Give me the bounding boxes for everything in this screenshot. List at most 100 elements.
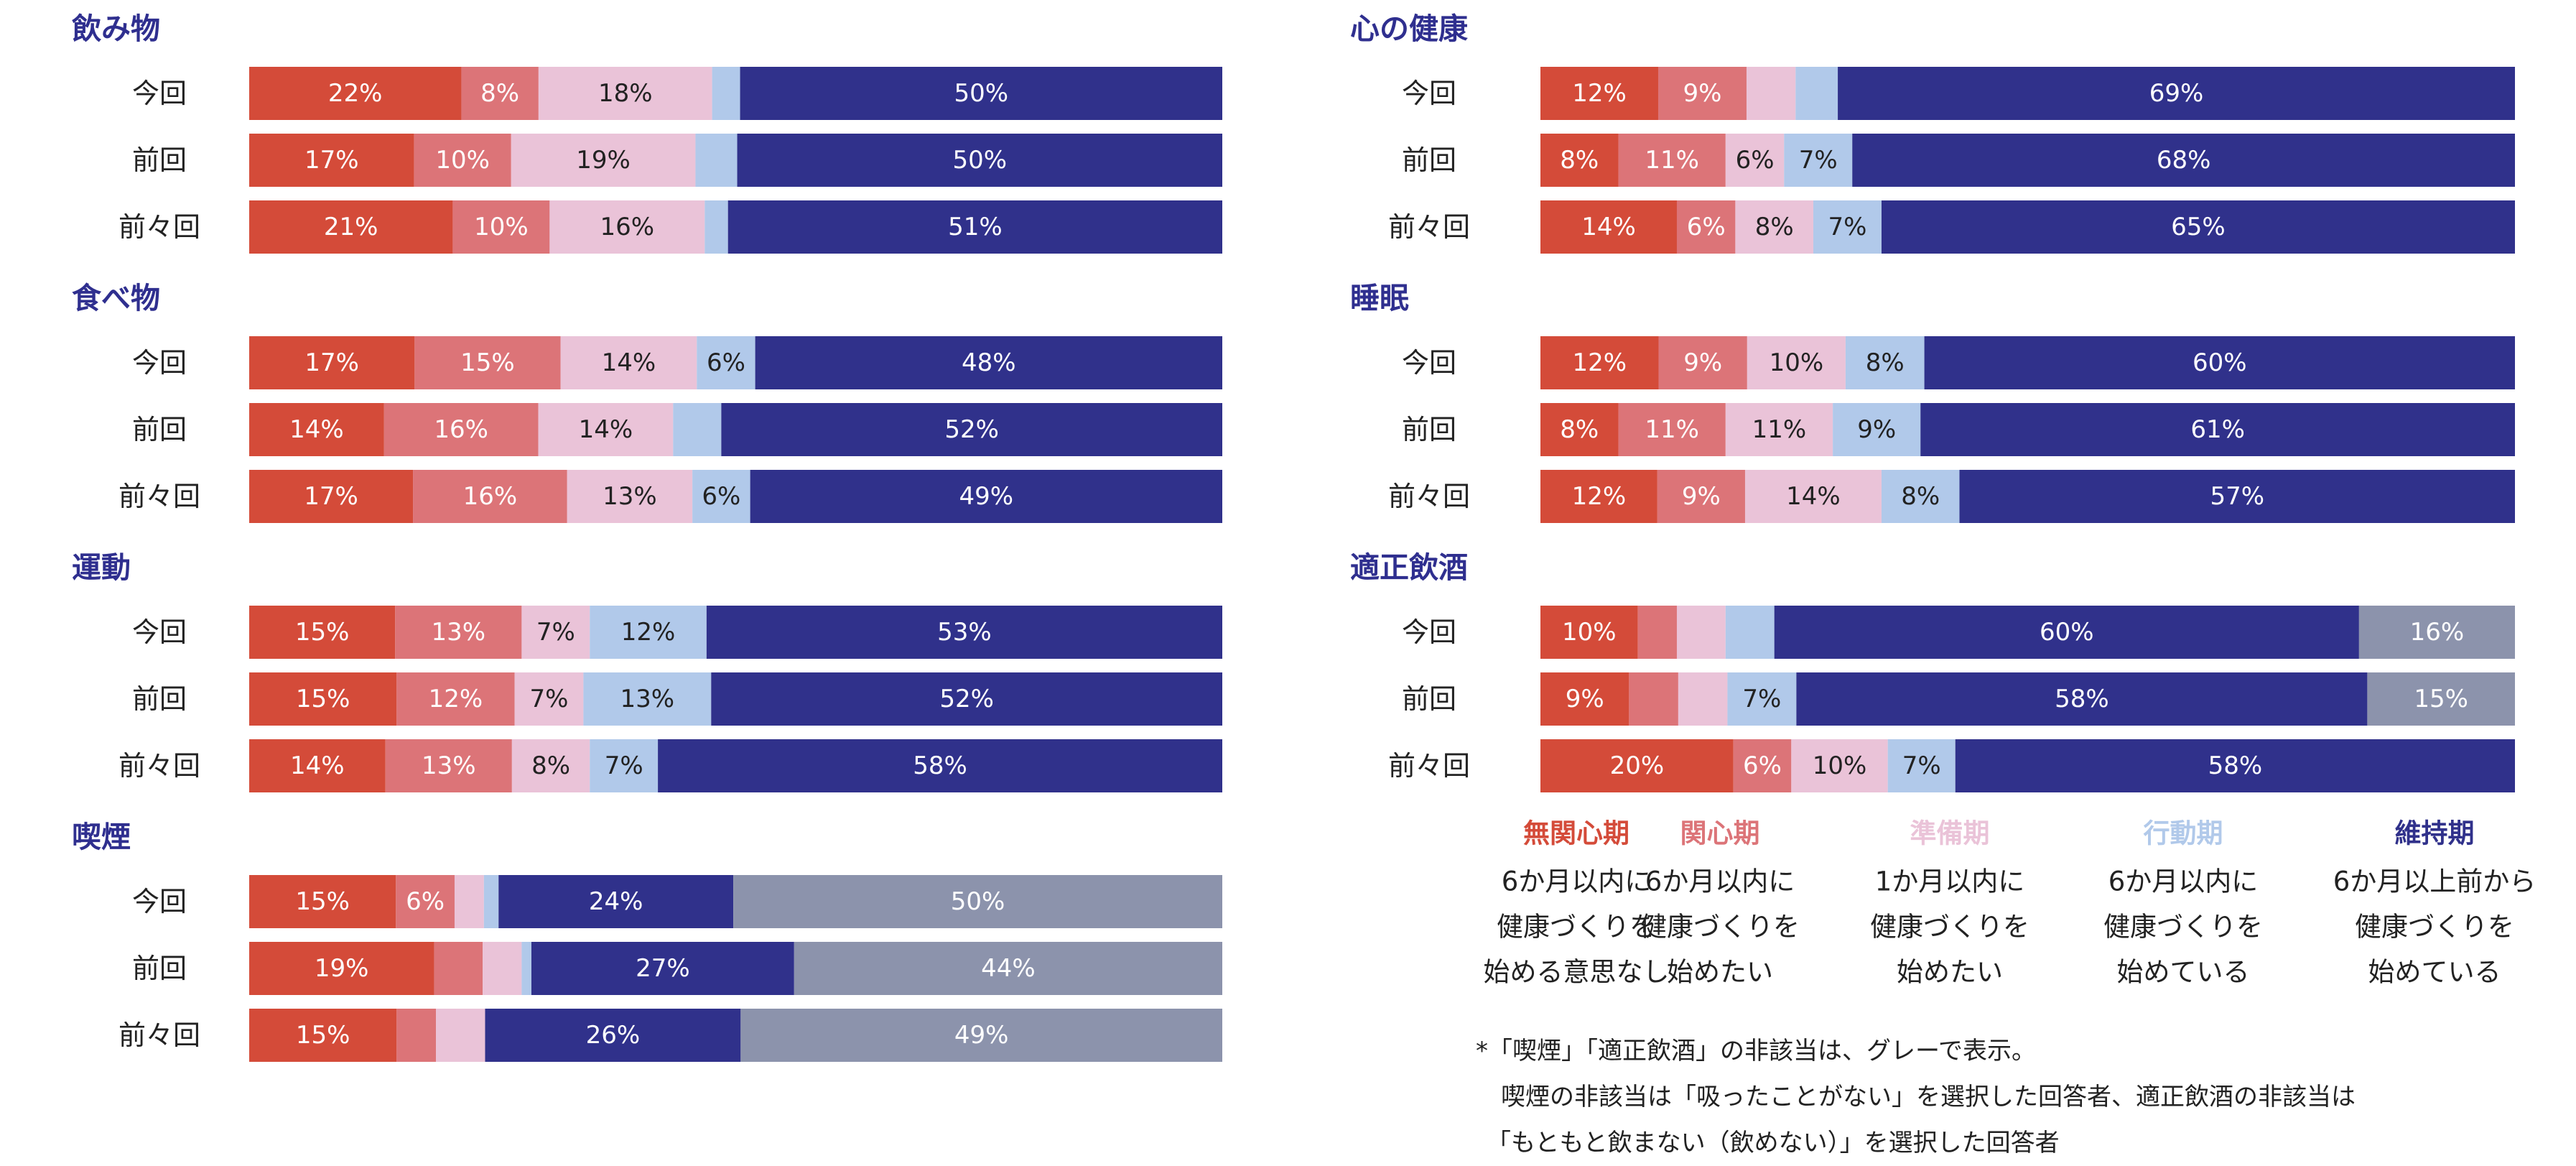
data-label: 21% bbox=[324, 213, 378, 241]
bar-segment bbox=[514, 672, 584, 726]
data-label: 11% bbox=[1752, 415, 1807, 444]
legend-description: 健康づくりを bbox=[1497, 912, 1656, 943]
bar-segment bbox=[1796, 672, 2368, 726]
row-label: 今回 bbox=[132, 886, 187, 917]
bar-segment bbox=[1744, 470, 1882, 523]
legend-description: 始めたい bbox=[1897, 957, 2003, 988]
bar-segment bbox=[1845, 336, 1925, 389]
data-label: 58% bbox=[913, 751, 967, 780]
panel-title: 食べ物 bbox=[72, 281, 160, 315]
bar-segment bbox=[1791, 739, 1888, 792]
bar-segment bbox=[1637, 606, 1677, 659]
bar-segment bbox=[590, 739, 659, 792]
bar-segment bbox=[1833, 403, 1921, 456]
bar-segment bbox=[1784, 134, 1853, 187]
row-label: 前回 bbox=[132, 683, 187, 715]
data-label: 12% bbox=[1572, 79, 1627, 108]
data-label: 57% bbox=[2210, 482, 2264, 511]
data-label: 7% bbox=[1742, 685, 1781, 713]
legend-description: 始めたい bbox=[1667, 957, 1773, 988]
data-label: 8% bbox=[1560, 146, 1599, 175]
bar-segment bbox=[249, 875, 396, 928]
bar-segment bbox=[705, 200, 728, 254]
data-label: 14% bbox=[290, 751, 345, 780]
panel-title: 喫煙 bbox=[72, 820, 131, 854]
legend-description: 健康づくりを bbox=[2355, 912, 2514, 943]
bar-segment bbox=[1540, 403, 1619, 456]
bar-segment bbox=[1540, 134, 1619, 187]
legend-description: 健康づくりを bbox=[1870, 912, 2029, 943]
bar-segment bbox=[1838, 67, 2515, 120]
bar-segment bbox=[436, 1009, 485, 1062]
legend-heading: 行動期 bbox=[2144, 818, 2223, 849]
bar-segment bbox=[1540, 67, 1658, 120]
bar-segment bbox=[1924, 336, 2515, 389]
row-label: 今回 bbox=[132, 616, 187, 648]
legend-description: 6か月以内に bbox=[1645, 866, 1795, 897]
row-label: 前回 bbox=[1402, 144, 1456, 176]
bar-segment bbox=[413, 470, 567, 523]
data-label: 6% bbox=[702, 482, 740, 511]
bar-segment bbox=[249, 470, 414, 523]
panel-title: 睡眠 bbox=[1350, 281, 1409, 315]
row-label: 今回 bbox=[1402, 347, 1456, 379]
bar-segment bbox=[721, 403, 1222, 456]
data-label: 11% bbox=[1645, 146, 1699, 175]
legend-heading: 無関心期 bbox=[1523, 818, 1629, 849]
data-label: 14% bbox=[602, 348, 656, 377]
data-label: 12% bbox=[429, 685, 483, 713]
bar-segment bbox=[521, 942, 531, 995]
bar-segment bbox=[727, 200, 1222, 254]
data-label: 9% bbox=[1857, 415, 1896, 444]
data-label: 15% bbox=[295, 887, 350, 916]
bar-segment bbox=[711, 672, 1222, 726]
bar-segment bbox=[396, 672, 515, 726]
bar-segment bbox=[2367, 672, 2515, 726]
bar-segment bbox=[794, 942, 1222, 995]
bar-segment bbox=[740, 67, 1222, 120]
bar-segment bbox=[396, 875, 455, 928]
row-label: 前々回 bbox=[1388, 750, 1470, 782]
data-label: 8% bbox=[1901, 482, 1940, 511]
legend-heading: 関心期 bbox=[1680, 818, 1760, 849]
data-label: 58% bbox=[2055, 685, 2109, 713]
row-label: 今回 bbox=[132, 347, 187, 379]
data-label: 14% bbox=[579, 415, 633, 444]
data-label: 69% bbox=[2149, 79, 2204, 108]
bar-segment bbox=[1725, 403, 1833, 456]
data-label: 16% bbox=[463, 482, 518, 511]
data-label: 24% bbox=[589, 887, 643, 916]
note-line: 「もともと飲まない（飲めない）」を選択した回答者 bbox=[1487, 1129, 2060, 1157]
data-label: 13% bbox=[603, 482, 657, 511]
panel-title: 適正飲酒 bbox=[1350, 550, 1468, 585]
bar-segment bbox=[1618, 134, 1726, 187]
data-label: 52% bbox=[944, 415, 999, 444]
bar-segment bbox=[483, 942, 522, 995]
data-label: 12% bbox=[1572, 482, 1627, 511]
data-label: 17% bbox=[304, 348, 359, 377]
data-label: 15% bbox=[296, 685, 350, 713]
data-label: 16% bbox=[434, 415, 488, 444]
data-label: 44% bbox=[981, 954, 1036, 983]
bar-segment bbox=[461, 67, 539, 120]
data-label: 53% bbox=[937, 618, 992, 647]
legend-description: 6か月以内に bbox=[2108, 866, 2259, 897]
bar-segment bbox=[249, 403, 384, 456]
bar-segment bbox=[249, 739, 386, 792]
bar-segment bbox=[414, 336, 561, 389]
bar-segment bbox=[1727, 672, 1797, 726]
bar-segment bbox=[706, 606, 1222, 659]
data-label: 10% bbox=[474, 213, 529, 241]
data-label: 8% bbox=[480, 79, 519, 108]
bar-segment bbox=[1774, 606, 2359, 659]
data-label: 10% bbox=[1813, 751, 1867, 780]
bar-segment bbox=[385, 739, 512, 792]
bar-segment bbox=[1733, 739, 1792, 792]
data-label: 51% bbox=[948, 213, 1003, 241]
bar-segment bbox=[1795, 67, 1838, 120]
bar-segment bbox=[695, 134, 738, 187]
